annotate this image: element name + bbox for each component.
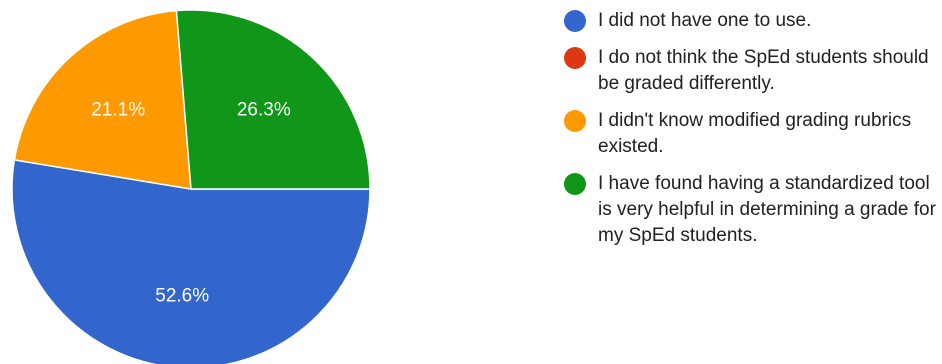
pie-slice-label-0: 52.6% [155, 286, 209, 307]
chart-legend: I did not have one to use. I do not think… [564, 8, 940, 260]
legend-item-0[interactable]: I did not have one to use. [564, 8, 940, 34]
legend-swatch-icon [564, 47, 586, 69]
legend-swatch-icon [564, 110, 586, 132]
legend-item-1[interactable]: I do not think the SpEd students should … [564, 45, 940, 97]
legend-label: I didn't know modified grading rubrics e… [598, 110, 912, 157]
legend-label: I do not think the SpEd students should … [598, 47, 929, 94]
pie-slice-0[interactable] [11, 159, 371, 364]
pie-slice-2[interactable] [13, 9, 192, 190]
pie-slice-label-2: 21.1% [91, 100, 145, 121]
legend-label: I have found having a standardized tool … [598, 173, 936, 246]
legend-label: I did not have one to use. [598, 10, 812, 31]
legend-item-2[interactable]: I didn't know modified grading rubrics e… [564, 108, 940, 160]
pie-slice-label-3: 26.3% [237, 100, 291, 121]
legend-item-3[interactable]: I have found having a standardized tool … [564, 171, 940, 249]
legend-swatch-icon [564, 173, 586, 195]
legend-swatch-icon [564, 10, 586, 32]
pie-chart: 52.6% 21.1% 26.3% [11, 9, 371, 364]
pie-slice-3[interactable] [175, 9, 371, 190]
